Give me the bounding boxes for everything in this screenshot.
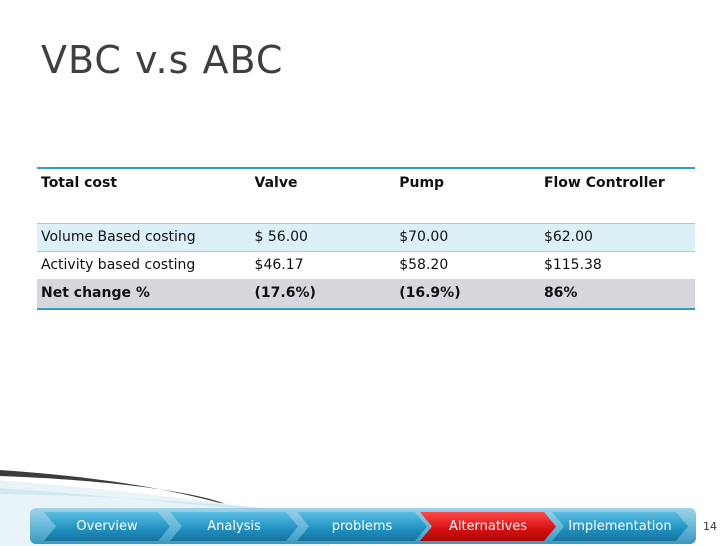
table-cell: $46.17 (250, 251, 396, 279)
tab-implementation[interactable]: Implementation (552, 512, 688, 541)
header-cell: Total cost (37, 167, 251, 224)
table-row: Volume Based costing $ 56.00 $70.00 $62.… (37, 223, 695, 252)
cost-comparison-table: Total cost Valve Pump Flow Controller Vo… (37, 167, 695, 310)
table-cell: $ 56.00 (250, 223, 396, 252)
table-cell: $62.00 (539, 223, 695, 252)
tab-problems[interactable]: problems (297, 512, 427, 541)
tab-analysis[interactable]: Analysis (170, 512, 298, 541)
table-cell: $70.00 (395, 223, 540, 252)
header-cell: Flow Controller (539, 167, 695, 224)
table-cell: 86% (539, 279, 695, 310)
tab-overview[interactable]: Overview (44, 512, 170, 541)
page-number: 14 (703, 520, 717, 533)
table-cell: Activity based costing (37, 251, 251, 279)
table-cell: $58.20 (395, 251, 540, 279)
net-change-row: Net change % (17.6%) (16.9%) 86% (37, 279, 695, 310)
table-cell: (16.9%) (395, 279, 540, 310)
table-cell: Net change % (37, 279, 251, 310)
header-cell: Valve (250, 167, 396, 224)
table-cell: (17.6%) (250, 279, 396, 310)
table-row: Activity based costing $46.17 $58.20 $11… (37, 251, 695, 279)
table-header-row: Total cost Valve Pump Flow Controller (37, 167, 695, 224)
table-cell: Volume Based costing (37, 223, 251, 252)
header-cell: Pump (395, 167, 540, 224)
table-cell: $115.38 (539, 251, 695, 279)
slide-title: VBC v.s ABC (41, 38, 284, 82)
tab-alternatives[interactable]: Alternatives (420, 512, 556, 541)
